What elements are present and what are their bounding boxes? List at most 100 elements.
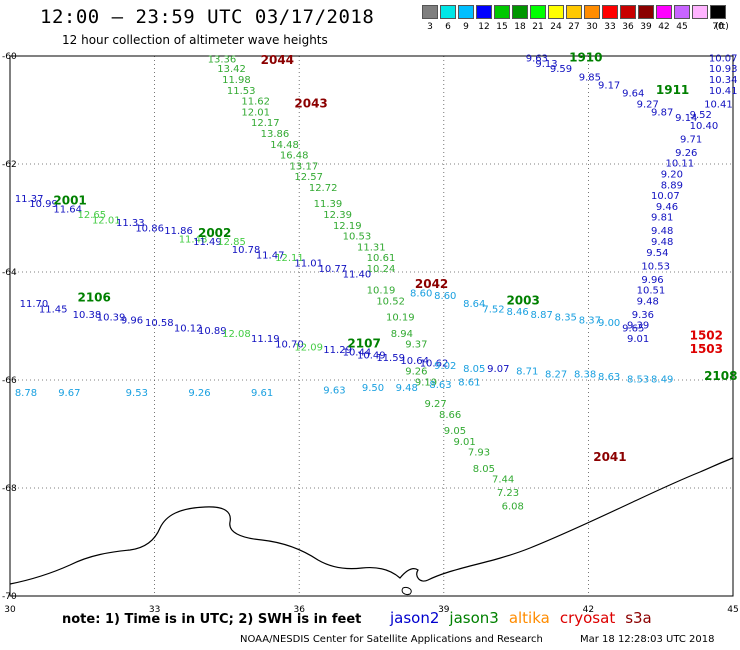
wave-height-reading: 8.46: [506, 307, 528, 318]
legend-swatch: [620, 5, 636, 19]
wave-height-reading: 6.08: [502, 502, 524, 513]
wave-height-reading: 10.78: [232, 245, 261, 256]
legend-swatch: [692, 5, 708, 19]
wave-height-reading: 9.54: [646, 248, 668, 259]
track-id-label: 2108: [704, 369, 737, 383]
track-id-label: 1910: [569, 50, 602, 64]
wave-height-reading: 9.27: [637, 99, 659, 110]
wave-height-reading: 9.48: [637, 296, 659, 307]
wave-height-reading: 9.96: [121, 315, 143, 326]
wave-height-reading: 10.99: [29, 199, 58, 210]
lat-tick-label: -64: [2, 268, 17, 278]
legend-swatch: [422, 5, 438, 19]
wave-height-reading: 12.65: [77, 210, 106, 221]
legend-swatch: [674, 5, 690, 19]
antarctic-coastline: [9, 457, 734, 595]
track-id-label: 2041: [593, 450, 626, 464]
wave-height-reading: 12.19: [333, 221, 362, 232]
wave-height-reading: 10.34: [709, 75, 738, 86]
wave-height-reading: 9.50: [362, 383, 384, 394]
wave-height-reading: 9.39: [627, 321, 649, 332]
wave-height-reading: 11.62: [241, 97, 270, 108]
wave-height-reading: 11.01: [294, 259, 323, 270]
wave-height-reading: 10.07: [709, 53, 738, 64]
wave-height-reading: 9.13: [535, 59, 557, 70]
wave-height-reading: 10.61: [367, 253, 396, 264]
wave-height-reading: 12.57: [294, 172, 323, 183]
wave-height-reading: 10.77: [318, 264, 347, 275]
wave-height-reading: 10.93: [709, 64, 738, 75]
wave-height-reading: 8.38: [574, 369, 596, 380]
wave-height-reading: 9.46: [656, 202, 678, 213]
satellite-name-jason2: jason2: [390, 609, 440, 627]
wave-height-reading: 7.52: [482, 305, 504, 316]
satellite-legend: jason2 jason3 altika cryosat s3a: [390, 609, 662, 627]
footer-credit: NOAA/NESDIS Center for Satellite Applica…: [240, 634, 543, 645]
wave-height-reading: 11.86: [164, 226, 193, 237]
wave-height-reading: 9.96: [641, 275, 663, 286]
wave-height-reading: 10.64: [400, 356, 429, 367]
track-id-label: 1502: [690, 329, 723, 343]
wave-height-reading: 10.51: [637, 286, 666, 297]
lat-tick-label: -70: [2, 592, 17, 602]
satellite-name-s3a: s3a: [625, 609, 652, 627]
wave-height-reading: 11.37: [15, 194, 44, 205]
footer-timestamp: Mar 18 12:28:03 UTC 2018: [580, 634, 715, 645]
wave-height-reading: 9.00: [598, 318, 620, 329]
wave-height-reading: 9.61: [251, 388, 273, 399]
track-id-label: 1911: [656, 83, 689, 97]
track-id-label: 2107: [347, 337, 380, 351]
wave-height-reading: 12.11: [275, 253, 304, 264]
legend-label: 6: [445, 22, 451, 32]
wave-height-reading: 14.48: [270, 140, 299, 151]
wave-height-reading: 11.40: [343, 269, 372, 280]
wave-height-reading: 10.62: [420, 359, 449, 370]
wave-height-reading: 10.07: [651, 191, 680, 202]
wave-height-reading: 12.39: [323, 210, 352, 221]
wave-height-reading: 13.86: [261, 129, 290, 140]
lon-tick-label: 45: [727, 605, 738, 615]
lat-tick-label: -68: [2, 484, 17, 494]
wave-height-reading: 10.44: [343, 348, 372, 359]
wave-height-reading: 10.24: [367, 264, 396, 275]
wave-height-reading: 9.48: [651, 226, 673, 237]
legend-label: 18: [514, 22, 526, 32]
map-frame: [9, 55, 734, 597]
wave-height-reading: 10.19: [386, 313, 415, 324]
satellite-name-cryosat: cryosat: [559, 609, 616, 627]
wave-height-reading: 9.07: [487, 364, 509, 375]
graticule: [10, 56, 733, 596]
wave-height-reading: 9.59: [550, 64, 572, 75]
legend-swatch: [494, 5, 510, 19]
wave-height-reading: 11.47: [256, 251, 285, 262]
wave-height-reading: 10.41: [704, 99, 733, 110]
legend-label: 42: [658, 22, 670, 32]
wave-height-reading: 13.36: [208, 54, 237, 65]
wave-height-reading: 9.02: [434, 361, 456, 372]
wave-height-reading: 12.17: [251, 118, 280, 129]
wave-height-reading: 9.36: [632, 310, 654, 321]
legend-swatch: [548, 5, 564, 19]
wave-height-reading: 8.60: [434, 291, 456, 302]
wave-height-reading: 11.49: [193, 237, 222, 248]
wave-height-reading: 12.08: [222, 329, 251, 340]
wave-height-reading: 10.89: [198, 326, 227, 337]
wave-height-reading: 9.48: [651, 237, 673, 248]
legend-label: 9: [463, 22, 469, 32]
wave-height-reading: 8.60: [410, 288, 432, 299]
footer-note: note: 1) Time is in UTC; 2) SWH is in fe…: [62, 612, 362, 627]
legend-label: 45: [676, 22, 688, 32]
wave-height-reading: 11.48: [179, 234, 208, 245]
legend-label: 39: [640, 22, 652, 32]
track-id-label: 1503: [690, 342, 723, 356]
page-title: 12:00 – 23:59 UTC 03/17/2018: [40, 6, 375, 28]
wave-height-reading: 10.19: [367, 286, 396, 297]
wave-height-reading: 9.26: [675, 148, 697, 159]
wave-height-reading: 11.53: [227, 86, 256, 97]
wave-height-reading: 9.20: [661, 170, 683, 181]
wave-height-reading: 9.53: [126, 388, 148, 399]
lon-tick-label: 30: [4, 605, 16, 615]
wave-height-reading: 9.19: [415, 377, 437, 388]
wave-height-reading: 9.14: [675, 113, 697, 124]
legend-label: 36: [622, 22, 634, 32]
